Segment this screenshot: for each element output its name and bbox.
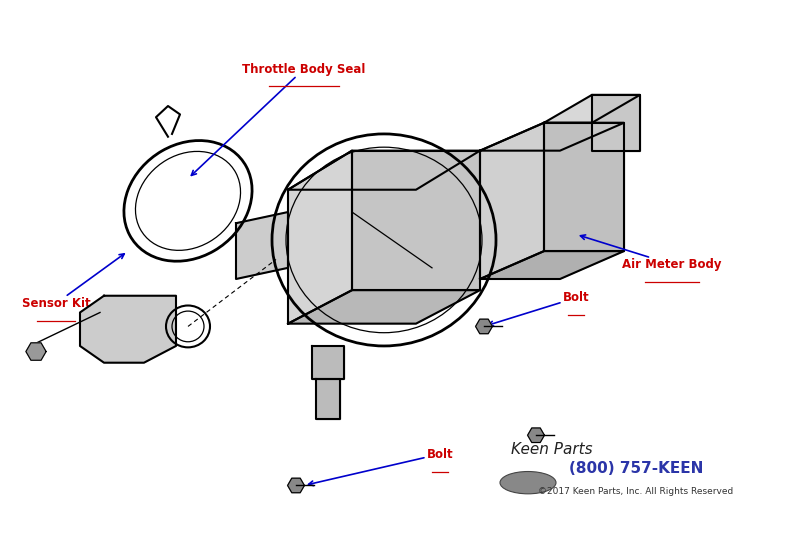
- Polygon shape: [80, 296, 176, 363]
- Polygon shape: [592, 95, 640, 151]
- Polygon shape: [528, 428, 544, 442]
- Polygon shape: [316, 379, 340, 418]
- Polygon shape: [544, 123, 624, 251]
- Ellipse shape: [500, 472, 556, 494]
- Text: Keen Parts: Keen Parts: [511, 442, 593, 456]
- Polygon shape: [288, 151, 480, 190]
- Polygon shape: [288, 478, 304, 493]
- Polygon shape: [26, 343, 46, 360]
- Polygon shape: [480, 123, 624, 151]
- Polygon shape: [475, 319, 492, 334]
- Polygon shape: [288, 290, 480, 324]
- Polygon shape: [480, 251, 624, 279]
- Polygon shape: [480, 123, 544, 279]
- Text: (800) 757-KEEN: (800) 757-KEEN: [569, 461, 703, 476]
- Polygon shape: [288, 151, 352, 324]
- Text: Air Meter Body: Air Meter Body: [581, 235, 722, 271]
- Text: Bolt: Bolt: [309, 448, 454, 485]
- Polygon shape: [352, 151, 480, 290]
- Text: Throttle Body Seal: Throttle Body Seal: [191, 62, 366, 175]
- Text: Sensor Kit: Sensor Kit: [22, 254, 124, 310]
- Polygon shape: [544, 95, 640, 123]
- Polygon shape: [312, 346, 344, 379]
- Text: Bolt: Bolt: [489, 291, 590, 326]
- Text: ©2017 Keen Parts, Inc. All Rights Reserved: ©2017 Keen Parts, Inc. All Rights Reserv…: [538, 487, 734, 496]
- Polygon shape: [236, 212, 288, 279]
